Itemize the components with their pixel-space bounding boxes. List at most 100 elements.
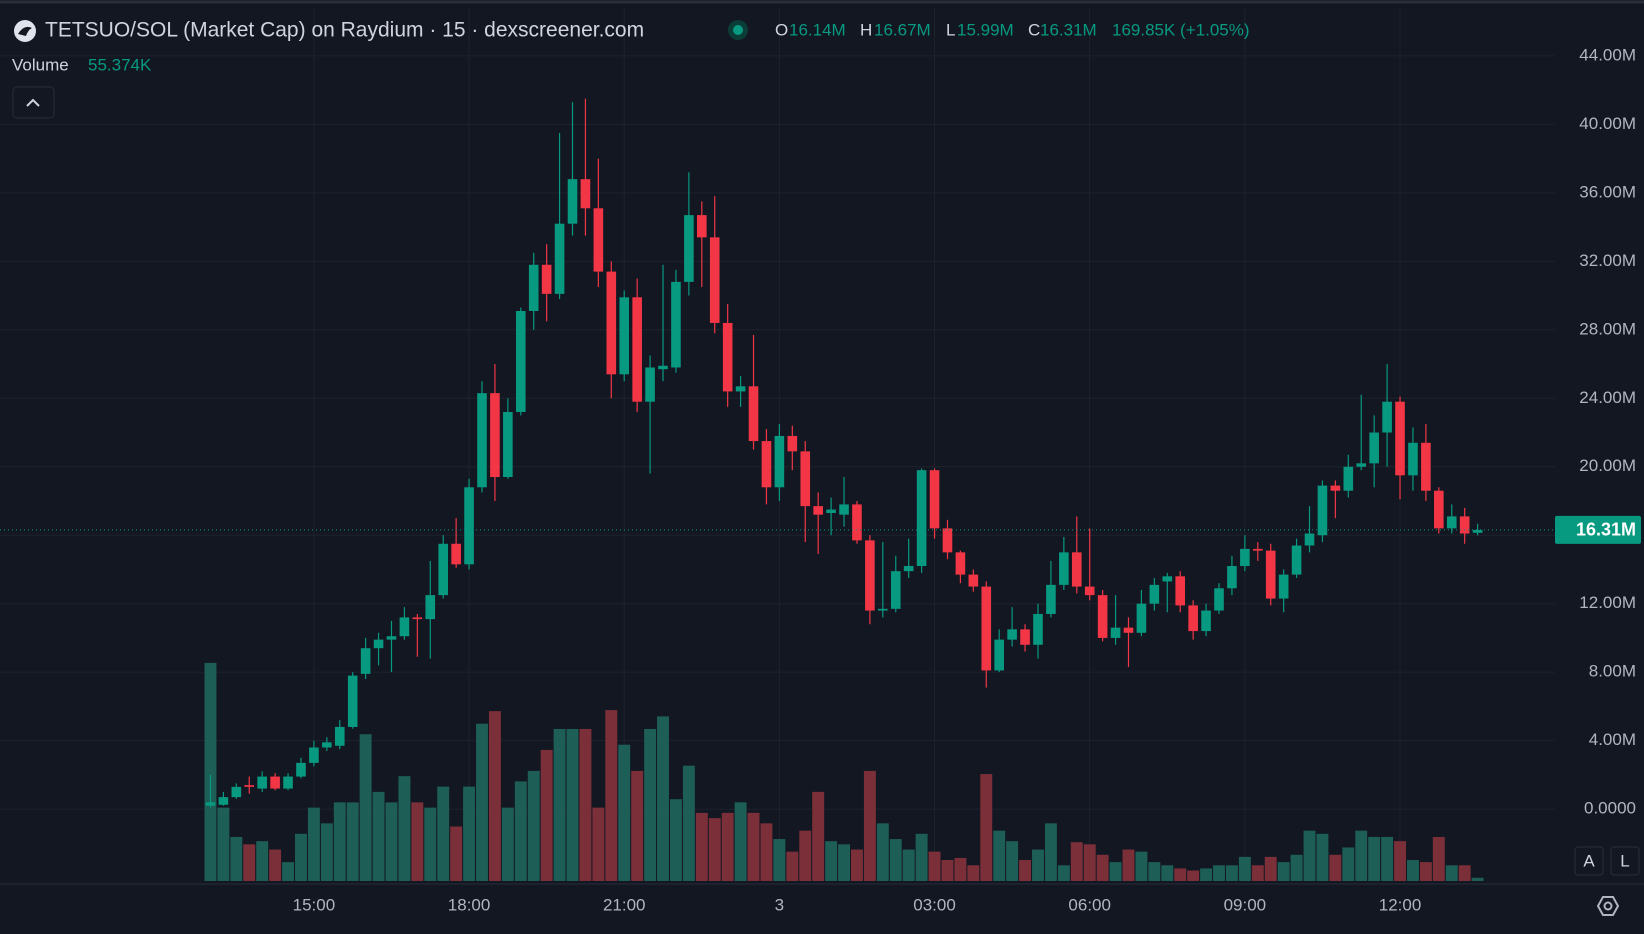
- x-tick-label: 21:00: [603, 895, 646, 914]
- candle-body: [1007, 629, 1017, 640]
- volume-bar: [1342, 847, 1355, 881]
- last-price-label: 16.31M: [1576, 520, 1636, 540]
- volume-bar: [1445, 865, 1458, 881]
- volume-bar: [1290, 854, 1303, 881]
- candle-body: [1071, 552, 1082, 587]
- y-tick-label: 8.00M: [1589, 662, 1636, 681]
- candle-body: [878, 608, 888, 611]
- volume-bar: [876, 823, 889, 881]
- candle-body: [890, 571, 901, 609]
- candle-body: [787, 435, 798, 452]
- candle-body: [1278, 574, 1289, 599]
- candle-body: [1149, 584, 1160, 604]
- x-tick-label: 18:00: [448, 895, 491, 914]
- candle-body: [1123, 627, 1134, 633]
- volume-bar: [592, 807, 605, 881]
- candle-body: [619, 297, 630, 375]
- candle-body: [1046, 584, 1056, 614]
- chart-title: TETSUO/SOL (Market Cap) on Raydium · 15 …: [45, 19, 644, 42]
- candle-body: [1369, 432, 1379, 464]
- candle-body: [438, 543, 449, 596]
- volume-bar: [1238, 856, 1251, 881]
- settings-icon[interactable]: [1596, 896, 1620, 916]
- candle-body: [697, 215, 707, 238]
- candle-body: [477, 393, 487, 488]
- candle-body: [748, 386, 759, 442]
- candle-body: [283, 776, 293, 789]
- volume-bar: [411, 802, 424, 881]
- candle-body: [658, 365, 668, 370]
- candle-body: [1201, 610, 1211, 632]
- volume-bar: [295, 833, 307, 881]
- volume-bar: [437, 786, 450, 881]
- volume-bar: [1122, 849, 1135, 881]
- candle-body: [257, 776, 267, 789]
- candle-body: [671, 281, 681, 368]
- volume-bar: [346, 802, 359, 881]
- candle-body: [1382, 401, 1392, 433]
- candle-body: [554, 223, 565, 294]
- volume-bar: [398, 776, 411, 881]
- candle-body: [373, 639, 384, 649]
- candle-body: [1097, 595, 1108, 638]
- y-tick-label: 36.00M: [1579, 182, 1636, 201]
- volume-bar: [954, 857, 967, 881]
- volume-bar: [1471, 877, 1484, 881]
- candle-body: [916, 470, 927, 567]
- volume-bar: [851, 849, 863, 881]
- candle-body: [347, 675, 358, 727]
- volume-bar: [1135, 851, 1148, 881]
- candle-body: [929, 470, 940, 529]
- volume-bar: [230, 836, 243, 881]
- volume-bar: [838, 844, 850, 881]
- candle-body: [1136, 603, 1147, 633]
- candle-body: [1265, 550, 1276, 599]
- candle-body: [774, 435, 785, 488]
- legend-h-label: H: [860, 20, 872, 39]
- legend-c-value: 16.31M: [1040, 20, 1097, 39]
- legend-c-label: C: [1028, 20, 1040, 39]
- volume-bar: [1432, 836, 1445, 881]
- volume-bar: [1070, 842, 1083, 881]
- volume-bar: [540, 749, 553, 881]
- volume-bar: [424, 807, 437, 881]
- collapse-button[interactable]: [12, 86, 55, 119]
- volume-bar: [488, 711, 501, 881]
- candle-body: [1408, 442, 1418, 476]
- candle-body: [1459, 516, 1470, 534]
- candle-body: [1421, 442, 1431, 491]
- volume-bar: [527, 770, 540, 881]
- candle-body: [709, 237, 720, 323]
- volume-bar: [786, 851, 799, 881]
- volume-bar: [501, 807, 514, 881]
- volume-bar: [1161, 865, 1174, 881]
- candle-body: [360, 648, 371, 674]
- volume-bar: [243, 844, 256, 881]
- candle-body: [1162, 576, 1173, 582]
- volume-bar: [734, 802, 747, 881]
- volume-bar: [1355, 830, 1368, 881]
- volume-bar: [618, 744, 631, 881]
- volume-bar: [1019, 860, 1032, 881]
- candle-body: [1252, 548, 1263, 551]
- candle-body: [1472, 529, 1483, 533]
- candle-body: [425, 595, 436, 620]
- volume-bar: [1329, 854, 1342, 881]
- candle-body: [955, 552, 966, 575]
- x-tick-label: 3: [775, 895, 784, 914]
- x-tick-label: 09:00: [1224, 895, 1267, 914]
- volume-bar: [1006, 841, 1019, 881]
- candle-body: [903, 566, 914, 572]
- volume-bar: [773, 839, 786, 881]
- status-dot: [733, 25, 743, 35]
- y-tick-label: 40.00M: [1579, 114, 1636, 133]
- log-scale-button[interactable]: [1610, 846, 1640, 876]
- volume-bar: [217, 807, 230, 881]
- candle-body: [761, 441, 772, 488]
- candle-body: [994, 639, 1004, 671]
- candle-body: [386, 636, 397, 640]
- auto-scale-button[interactable]: [1574, 846, 1604, 876]
- volume-bar: [1394, 841, 1406, 881]
- candle-body: [270, 776, 280, 789]
- candle-body: [1020, 629, 1030, 645]
